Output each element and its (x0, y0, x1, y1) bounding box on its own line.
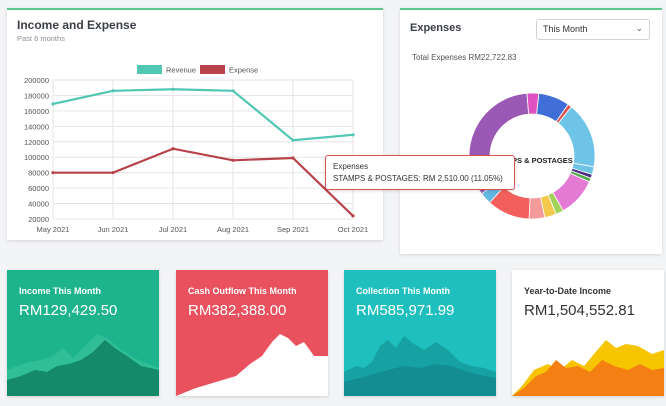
expenses-card: Expenses This Month ⌄ Total Expenses RM2… (400, 8, 662, 254)
stat-card-income[interactable]: Income This Month RM129,429.50 (7, 270, 159, 396)
legend-swatch (200, 65, 225, 74)
y-tick-label: 100000 (24, 153, 49, 162)
donut-slice[interactable] (528, 196, 546, 220)
data-point (171, 87, 175, 91)
legend-swatch (137, 65, 162, 74)
x-tick-label: Sep 2021 (277, 225, 309, 234)
income-expense-subtitle: Past 6 months (17, 34, 65, 43)
donut-slice[interactable] (526, 92, 540, 115)
stat-value: RM129,429.50 (19, 302, 118, 319)
y-tick-label: 140000 (24, 122, 49, 131)
data-point (231, 89, 235, 93)
stat-label: Year-to-Date Income (524, 286, 612, 296)
series-line-revenue (52, 88, 354, 142)
data-point (291, 156, 295, 160)
data-point (231, 158, 235, 162)
data-point (351, 214, 355, 218)
stat-sparkline-area (7, 334, 159, 396)
y-tick-label: 60000 (28, 184, 49, 193)
donut-slice[interactable] (552, 172, 590, 212)
data-point (291, 138, 295, 142)
expenses-title: Expenses (410, 22, 462, 34)
stat-sparkline-area (512, 340, 664, 396)
x-tick-label: May 2021 (37, 225, 70, 234)
donut-slice[interactable] (536, 92, 569, 123)
data-point (351, 133, 355, 137)
expenses-header: Expenses (400, 10, 662, 34)
x-tick-label: Oct 2021 (338, 225, 368, 234)
x-tick-label: Jul 2021 (159, 225, 187, 234)
stat-value: RM382,388.00 (188, 302, 287, 319)
data-point (51, 102, 55, 106)
y-tick-label: 80000 (28, 169, 49, 178)
stat-card-collection[interactable]: Collection This Month RM585,971.99 (344, 270, 496, 396)
y-tick-label: 200000 (24, 76, 49, 85)
x-tick-label: Jun 2021 (98, 225, 129, 234)
donut-slice[interactable] (489, 186, 531, 220)
legend-label: Expense (229, 66, 258, 75)
stat-card-ytd-income[interactable]: Year-to-Date Income RM1,504,552.81 (512, 270, 664, 396)
income-expense-card: Income and Expense Past 6 months 200000 1… (7, 8, 383, 240)
donut-center-label: STAMPS & POSTAGES (491, 156, 572, 165)
stat-label: Collection This Month (356, 286, 450, 296)
y-tick-label: 120000 (24, 138, 49, 147)
period-select[interactable]: This Month ⌄ (536, 19, 650, 40)
total-expenses: Total Expenses RM22,722.83 (412, 53, 517, 62)
tooltip-body: STAMPS & POSTAGES: RM 2,510.00 (11.05%) (333, 174, 503, 183)
period-select-value: This Month (543, 24, 588, 34)
donut-slice[interactable] (547, 191, 564, 215)
income-expense-header: Income and Expense Past 6 months (7, 10, 383, 43)
x-tick-label: Aug 2021 (217, 225, 249, 234)
data-point (171, 147, 175, 151)
y-tick-label: 160000 (24, 107, 49, 116)
y-tick-label: 20000 (28, 215, 49, 224)
stat-sparkline-area (344, 336, 496, 396)
donut-slice[interactable] (540, 194, 557, 219)
data-point (51, 171, 55, 175)
y-tick-label: 40000 (28, 200, 49, 209)
stat-value: RM585,971.99 (356, 302, 455, 319)
y-tick-label: 180000 (24, 91, 49, 100)
legend-label: Revenue (166, 66, 196, 75)
stat-label: Cash Outflow This Month (188, 286, 297, 296)
chevron-down-icon: ⌄ (635, 23, 643, 33)
expenses-tooltip: Expenses STAMPS & POSTAGES: RM 2,510.00 … (325, 155, 515, 190)
data-point (111, 171, 115, 175)
income-expense-chart[interactable]: 200000 180000 160000 140000 120000 100000 8000… (7, 50, 383, 240)
income-expense-title: Income and Expense (17, 18, 137, 32)
tooltip-title: Expenses (333, 162, 369, 171)
stat-value: RM1,504,552.81 (524, 302, 635, 319)
stat-sparkline-area (176, 334, 328, 396)
stat-card-cash-outflow[interactable]: Cash Outflow This Month RM382,388.00 (176, 270, 328, 396)
data-point (111, 89, 115, 93)
stat-label: Income This Month (19, 286, 101, 296)
donut-slice[interactable] (557, 106, 596, 168)
series-line-expense (53, 147, 354, 217)
